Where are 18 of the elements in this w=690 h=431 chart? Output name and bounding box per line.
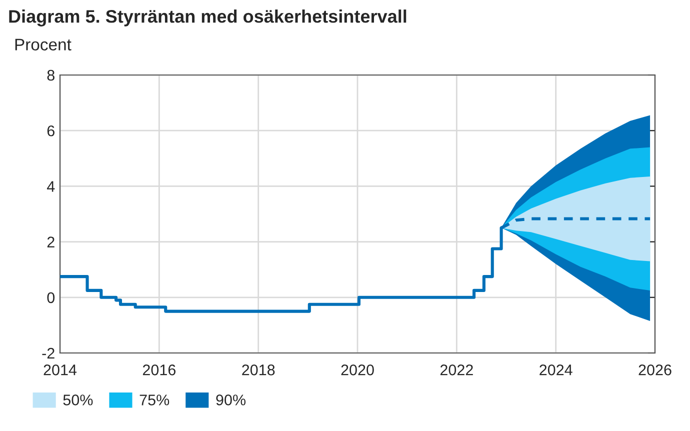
legend-label: 90% <box>216 394 246 406</box>
y-tick-label: 0 <box>47 292 55 304</box>
legend-label: 75% <box>140 394 170 406</box>
chart-subtitle: Procent <box>15 38 72 50</box>
y-tick-label: 2 <box>47 236 54 248</box>
chart-title: Diagram 5. Styrräntan med osäkerhetsintervall <box>9 10 406 26</box>
y-tick-label: 6 <box>47 125 54 136</box>
x-tick-label: 2016 <box>142 364 176 376</box>
x-tick-label: 2022 <box>440 364 473 376</box>
y-tick-label: 8 <box>47 70 54 81</box>
x-tick-label: 2014 <box>44 364 77 376</box>
legend-label: 50% <box>63 394 93 406</box>
y-tick-label: -2 <box>42 348 54 359</box>
y-tick-label: 4 <box>46 181 55 192</box>
x-tick-label: 2024 <box>540 364 572 376</box>
x-tick-label: 2026 <box>638 364 672 376</box>
x-tick-label: 2020 <box>341 364 374 376</box>
x-tick-label: 2018 <box>242 364 275 376</box>
